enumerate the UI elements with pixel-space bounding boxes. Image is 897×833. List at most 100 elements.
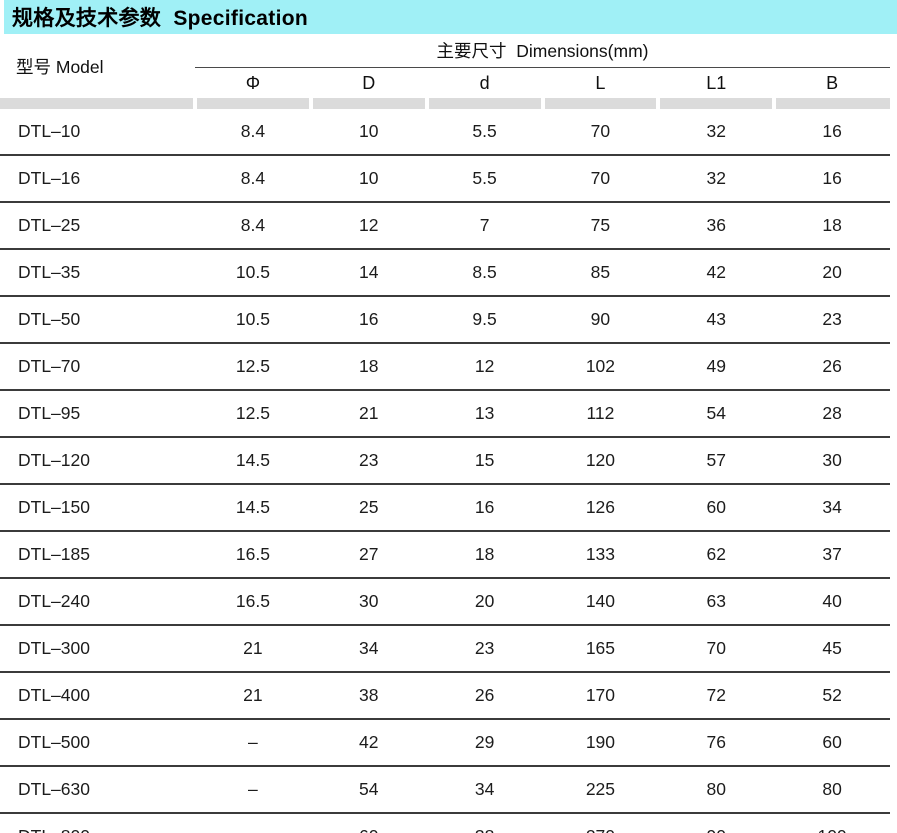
model-cell: DTL–25 xyxy=(18,215,81,235)
table-row: DTL–25 8.4 12 7 75 36 18 xyxy=(0,203,890,250)
strip-segment xyxy=(660,98,773,109)
value-cell: 27 xyxy=(359,544,379,564)
value-cell: 20 xyxy=(822,262,842,282)
value-cell: 14.5 xyxy=(235,497,270,517)
value-cell: 190 xyxy=(585,732,616,752)
value-cell: 16.5 xyxy=(235,544,270,564)
value-cell: 37 xyxy=(822,544,842,564)
table-body: DTL–10 8.4 10 5.5 70 32 16 DTL–16 8.4 10… xyxy=(0,109,890,833)
value-cell: 165 xyxy=(585,638,616,658)
value-cell: 16 xyxy=(822,168,842,188)
value-cell: 34 xyxy=(474,779,495,799)
value-cell: 10.5 xyxy=(235,309,270,329)
value-cell: – xyxy=(248,779,258,799)
model-cell: DTL–150 xyxy=(18,497,90,517)
table-row: DTL–50 10.5 16 9.5 90 43 23 xyxy=(0,297,890,344)
column-header: D xyxy=(362,72,376,93)
value-cell: 170 xyxy=(585,685,616,705)
value-cell: 72 xyxy=(706,685,726,705)
model-cell: DTL–300 xyxy=(18,638,90,658)
value-cell: 120 xyxy=(585,450,616,470)
value-cell: 12 xyxy=(474,356,495,376)
value-cell: 18 xyxy=(474,544,495,564)
value-cell: 8.4 xyxy=(240,121,266,141)
value-cell: 100 xyxy=(774,826,890,833)
strip-segment xyxy=(428,98,541,109)
value-cell: 34 xyxy=(359,638,379,658)
value-cell: 52 xyxy=(822,685,842,705)
value-cell: 5.5 xyxy=(472,168,497,188)
model-cell: DTL–50 xyxy=(18,309,81,329)
value-cell: 54 xyxy=(359,779,379,799)
column-header: d xyxy=(479,72,490,93)
model-cell: DTL–70 xyxy=(18,356,81,376)
value-cell: 16 xyxy=(822,121,842,141)
value-cell: 70 xyxy=(706,638,726,658)
value-cell: 34 xyxy=(822,497,842,517)
value-cell: 14.5 xyxy=(235,450,270,470)
value-cell: 43 xyxy=(706,309,726,329)
value-cell: 14 xyxy=(359,262,379,282)
model-cell: DTL–185 xyxy=(18,544,90,564)
model-cell: DTL–120 xyxy=(18,450,90,470)
value-cell: 26 xyxy=(822,356,842,376)
value-cell: 16 xyxy=(359,309,379,329)
value-cell: 23 xyxy=(359,450,379,470)
table-row: DTL–185 16.5 27 18 133 62 37 xyxy=(0,532,890,579)
value-cell: 12.5 xyxy=(235,356,270,376)
value-cell: 62 xyxy=(706,544,726,564)
value-cell: 18 xyxy=(822,215,842,235)
value-cell: 5.5 xyxy=(472,121,497,141)
value-cell: 21 xyxy=(359,403,379,423)
value-cell: 8.4 xyxy=(240,215,266,235)
value-cell: 32 xyxy=(706,168,726,188)
table-row: DTL–35 10.5 14 8.5 85 42 20 xyxy=(0,250,890,297)
value-cell: 10.5 xyxy=(235,262,270,282)
table-row: DTL–16 8.4 10 5.5 70 32 16 xyxy=(0,156,890,203)
value-cell: 23 xyxy=(474,638,495,658)
header-separator-strip xyxy=(0,98,890,109)
table-row: DTL–150 14.5 25 16 126 60 34 xyxy=(0,485,890,532)
value-cell: 30 xyxy=(822,450,842,470)
value-cell: 70 xyxy=(590,168,611,188)
value-cell: 7 xyxy=(479,215,490,235)
table-row: DTL–630 – 54 34 225 80 80 xyxy=(0,767,890,814)
value-cell: 30 xyxy=(359,591,379,611)
value-cell: 38 xyxy=(427,826,543,833)
value-cell: 133 xyxy=(585,544,616,564)
value-cell: 26 xyxy=(474,685,495,705)
value-cell: 29 xyxy=(474,732,495,752)
model-cell: DTL–630 xyxy=(18,779,90,799)
value-cell: 16 xyxy=(474,497,495,517)
table-row: DTL–10 8.4 10 5.5 70 32 16 xyxy=(0,109,890,156)
table-row: DTL–800 – 60 38 270 90 100 xyxy=(0,814,890,833)
value-cell: 28 xyxy=(822,403,842,423)
strip-segment xyxy=(0,98,193,109)
value-cell: 60 xyxy=(706,497,726,517)
value-cell: 40 xyxy=(822,591,842,611)
value-cell: 57 xyxy=(706,450,726,470)
value-cell: 20 xyxy=(474,591,495,611)
value-cell: 54 xyxy=(706,403,726,423)
value-cell: 270 xyxy=(543,826,659,833)
value-cell: 76 xyxy=(706,732,726,752)
page-title: 规格及技术参数 Specification xyxy=(12,7,308,30)
dimensions-header-group: 主要尺寸 Dimensions(mm) Φ D d L L1 B xyxy=(195,34,890,98)
table-header: 型号 Model 主要尺寸 Dimensions(mm) Φ D d L L1 … xyxy=(0,34,890,98)
value-cell: 42 xyxy=(359,732,379,752)
value-cell: 12 xyxy=(359,215,379,235)
value-cell: 13 xyxy=(474,403,495,423)
value-cell: 16.5 xyxy=(235,591,270,611)
column-header: B xyxy=(826,72,839,93)
value-cell: 9.5 xyxy=(472,309,497,329)
table-row: DTL–70 12.5 18 12 102 49 26 xyxy=(0,344,890,391)
dimension-column-headers: Φ D d L L1 B xyxy=(195,68,890,98)
value-cell: 85 xyxy=(590,262,611,282)
table-row: DTL–300 21 34 23 165 70 45 xyxy=(0,626,890,673)
value-cell: 21 xyxy=(243,638,263,658)
value-cell: 21 xyxy=(243,685,263,705)
value-cell: 36 xyxy=(706,215,726,235)
strip-segment xyxy=(197,98,309,109)
table-row: DTL–95 12.5 21 13 112 54 28 xyxy=(0,391,890,438)
model-cell: DTL–400 xyxy=(18,685,90,705)
